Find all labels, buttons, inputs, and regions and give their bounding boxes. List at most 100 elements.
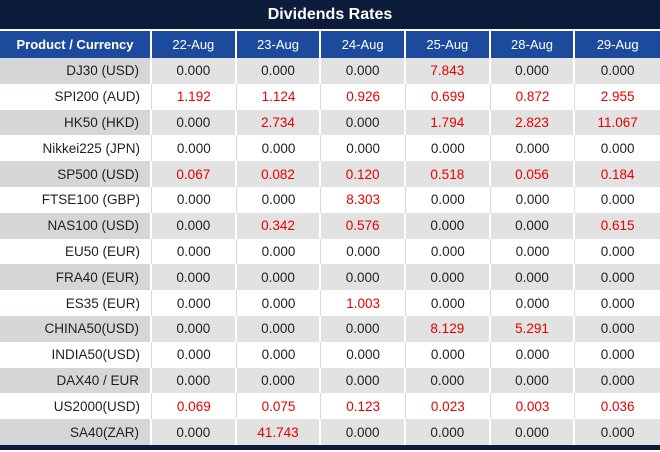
rate-cell: 0.615 (575, 212, 660, 239)
panel-title: Dividends Rates (267, 5, 393, 23)
column-header-date-4: 25-Aug (406, 31, 491, 58)
product-cell: FRA40 (EUR) (0, 264, 152, 291)
rate-cell: 0.000 (575, 238, 660, 265)
rate-cell: 0.082 (236, 161, 322, 187)
product-cell: EU50 (EUR) (0, 238, 152, 265)
table-row: INDIA50(USD) 0.000 0.000 0.000 0.000 0.000 0.0… (0, 341, 660, 368)
rate-cell: 0.872 (490, 83, 576, 110)
rate-cell: 0.000 (405, 290, 491, 316)
rate-cell: 0.000 (152, 315, 237, 342)
rate-cell: 0.926 (321, 83, 406, 110)
product-cell: INDIA50(USD) (0, 341, 152, 368)
rates-table-body: DJ30 (USD) 0.000 0.000 0.000 7.843 0.000 0.000… (0, 58, 660, 445)
rate-cell: 1.124 (236, 83, 322, 110)
table-row: DAX40 / EUR 0.000 0.000 0.000 0.000 0.000 0.00… (0, 367, 660, 394)
rate-cell: 0.000 (490, 212, 576, 239)
product-cell: CHINA50(USD) (0, 315, 152, 342)
rate-cell: 0.000 (236, 315, 322, 342)
product-cell: US2000(USD) (0, 393, 152, 420)
table-row: CHINA50(USD) 0.000 0.000 0.000 8.129 5.291 0.0… (0, 315, 660, 342)
rate-cell: 41.743 (236, 419, 322, 445)
rate-cell: 0.000 (575, 264, 660, 291)
rate-cell: 0.000 (321, 419, 406, 445)
rate-cell: 0.000 (236, 290, 322, 316)
rate-cell: 11.067 (575, 109, 660, 136)
rate-cell: 0.000 (490, 419, 576, 445)
rate-cell: 0.000 (490, 341, 576, 368)
rate-cell: 0.000 (490, 58, 576, 84)
rate-cell: 0.000 (490, 238, 576, 265)
rate-cell: 2.734 (236, 109, 322, 136)
rate-cell: 0.000 (575, 341, 660, 368)
rate-cell: 0.000 (236, 238, 322, 265)
rate-cell: 0.000 (575, 315, 660, 342)
column-header-date-6: 29-Aug (596, 37, 639, 52)
table-header-row: Product / Currency 22-Aug 23-Aug 24-Aug … (0, 31, 660, 58)
product-cell: HK50 (HKD) (0, 109, 152, 136)
product-cell: DJ30 (USD) (0, 58, 152, 84)
rate-cell: 0.056 (490, 161, 576, 187)
rate-cell: 0.000 (236, 186, 322, 213)
rate-cell: 0.184 (575, 161, 660, 187)
rate-cell: 0.003 (490, 393, 576, 420)
rate-cell: 0.075 (236, 393, 322, 420)
bottom-bar (0, 445, 660, 450)
rate-cell: 0.000 (405, 135, 491, 162)
column-header-date-5: 28-Aug (491, 31, 576, 58)
rate-cell: 0.000 (575, 290, 660, 316)
product-cell: SA40(ZAR) (0, 419, 152, 445)
column-header-date-3: 24-Aug (321, 31, 406, 58)
title-bar: Dividends Rates (0, 0, 660, 31)
table-row: DJ30 (USD) 0.000 0.000 0.000 7.843 0.000 0.000 (0, 58, 660, 84)
rate-cell: 0.000 (575, 58, 660, 84)
rate-cell: 0.000 (575, 135, 660, 162)
table-row: SP500 (USD) 0.067 0.082 0.120 0.518 0.056 0.18… (0, 161, 660, 187)
rate-cell: 7.843 (405, 58, 491, 84)
rate-cell: 8.303 (321, 186, 406, 213)
product-cell: NAS100 (USD) (0, 212, 152, 239)
rate-cell: 0.000 (575, 367, 660, 394)
product-cell: SPI200 (AUD) (0, 83, 152, 110)
rate-cell: 0.000 (152, 419, 237, 445)
rate-cell: 0.123 (321, 393, 406, 420)
rate-cell: 0.000 (236, 341, 322, 368)
table-row: FTSE100 (GBP) 0.000 0.000 8.303 0.000 0.000 0.… (0, 186, 660, 213)
rate-cell: 0.067 (152, 161, 237, 187)
rate-cell: 0.000 (405, 264, 491, 291)
rate-cell: 0.000 (321, 109, 406, 136)
rate-cell: 0.000 (152, 186, 237, 213)
product-cell: SP500 (USD) (0, 161, 152, 187)
rate-cell: 0.069 (152, 393, 237, 420)
rate-cell: 0.699 (405, 83, 491, 110)
table-row: FRA40 (EUR) 0.000 0.000 0.000 0.000 0.000 0.00… (0, 264, 660, 291)
rate-cell: 1.794 (405, 109, 491, 136)
rate-cell: 0.000 (152, 58, 237, 84)
rate-cell: 0.000 (321, 58, 406, 84)
product-cell: ES35 (EUR) (0, 290, 152, 316)
rate-cell: 0.000 (321, 264, 406, 291)
rate-cell: 0.000 (490, 290, 576, 316)
rate-cell: 5.291 (490, 315, 576, 342)
product-cell: FTSE100 (GBP) (0, 186, 152, 213)
rate-cell: 0.000 (152, 135, 237, 162)
table-row: US2000(USD) 0.069 0.075 0.123 0.023 0.003 0.03… (0, 393, 660, 420)
rate-cell: 2.823 (490, 109, 576, 136)
rate-cell: 0.000 (321, 238, 406, 265)
table-row: NAS100 (USD) 0.000 0.342 0.576 0.000 0.000 0.6… (0, 212, 660, 239)
rate-cell: 0.036 (575, 393, 660, 420)
product-cell: DAX40 / EUR (0, 367, 152, 394)
rate-cell: 0.000 (490, 186, 576, 213)
rate-cell: 0.000 (321, 135, 406, 162)
rate-cell: 0.000 (236, 367, 322, 394)
rate-cell: 0.000 (152, 341, 237, 368)
rate-cell: 0.000 (152, 109, 237, 136)
table-row: HK50 (HKD) 0.000 2.734 0.000 1.794 2.823 11.06… (0, 109, 660, 136)
rate-cell: 0.000 (152, 367, 237, 394)
rate-cell: 0.000 (490, 264, 576, 291)
rate-cell: 1.003 (321, 290, 406, 316)
table-row: SPI200 (AUD) 1.192 1.124 0.926 0.699 0.872 2.9… (0, 83, 660, 110)
rate-cell: 0.000 (405, 212, 491, 239)
rate-cell: 0.000 (405, 367, 491, 394)
rate-cell: 0.000 (575, 419, 660, 445)
